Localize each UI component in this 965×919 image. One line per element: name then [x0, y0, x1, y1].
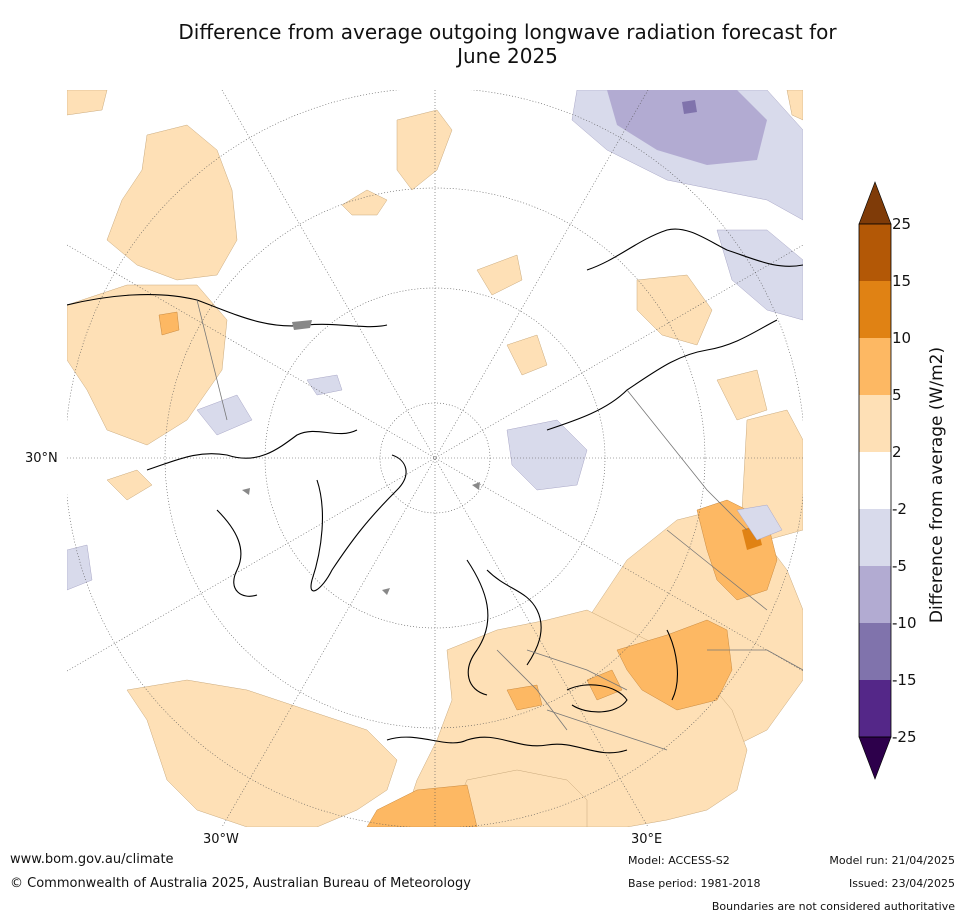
region-north-africa	[446, 769, 588, 827]
anomaly-dark-purple-regions	[682, 100, 697, 114]
region-siberia-1	[476, 254, 523, 296]
graticule	[67, 90, 803, 827]
colorbar-tick-5: -2	[892, 500, 907, 518]
coast-scandinavia	[486, 569, 542, 666]
title-line-2: June 2025	[457, 44, 558, 68]
boundary-europe-2	[526, 649, 628, 691]
lat-label-30n: 30°N	[25, 451, 58, 466]
region-east-asia	[636, 274, 713, 346]
colorbar-segment-m15-m10	[859, 623, 891, 680]
political-boundaries	[196, 299, 803, 751]
colorbar-tick-3: 5	[892, 386, 902, 404]
region-orange-black-sea	[586, 669, 623, 701]
coast-canada-north	[146, 429, 358, 471]
region-purple-north-pacific	[607, 90, 767, 165]
anomaly-medium-purple-regions	[607, 90, 767, 165]
region-lilac-asia	[736, 504, 783, 541]
colorbar-tick-6: -5	[892, 557, 907, 575]
anomaly-light-orange-regions	[67, 90, 803, 827]
coast-mediterranean	[386, 736, 628, 754]
colorbar-tick-7: -10	[892, 614, 917, 632]
region-atlantic-south	[126, 679, 398, 827]
coast-alaska-canada	[67, 294, 388, 328]
region-lilac-east-asia-1	[716, 229, 803, 321]
colorbar-bottom-arrow	[858, 736, 892, 780]
colorbar-tick-4: 2	[892, 443, 902, 461]
region-orange-sahara	[366, 784, 478, 827]
coast-caspian	[666, 629, 678, 701]
region-north-pacific-west	[67, 90, 108, 116]
map-title: Difference from average outgoing longwav…	[90, 20, 925, 68]
colorbar-outline	[858, 223, 892, 738]
colorbar-tick-2: 10	[892, 329, 912, 347]
colorbar-segment-15-25	[859, 224, 891, 281]
ice-patch-3	[472, 482, 480, 490]
region-north-america-west	[67, 284, 228, 446]
colorbar-segment-m10-m5	[859, 566, 891, 623]
region-lilac-arctic-siberia	[506, 419, 588, 491]
region-dark-purple-spot	[682, 100, 697, 114]
colorbar-svg	[858, 181, 892, 780]
boundary-asia-1	[626, 389, 748, 531]
region-siberia-2	[506, 334, 548, 376]
lon-label-30e: 30°E	[631, 832, 663, 847]
boundary-europe-1	[496, 649, 568, 731]
model-run-text: Model run: 21/04/2025	[829, 854, 955, 867]
colorbar-segment-2-5	[859, 395, 891, 452]
coast-greenland	[310, 454, 407, 592]
disclaimer-text: Boundaries are not considered authoritat…	[711, 900, 955, 913]
coast-black-sea	[566, 684, 628, 713]
region-lilac-west	[67, 544, 93, 591]
boundary-asia-2	[666, 529, 768, 611]
region-pacific-east	[716, 369, 768, 421]
region-canada-small	[106, 469, 153, 501]
boundary-canada-alaska	[196, 299, 228, 421]
boundary-europe-3	[546, 709, 668, 751]
coast-siberia	[546, 319, 778, 431]
region-arctic-ocean-2	[341, 189, 388, 216]
colorbar-tick-1: 15	[892, 272, 912, 290]
coast-europe-north	[466, 559, 489, 696]
region-north-pacific-alaska	[106, 124, 238, 281]
colorbar-tick-9: -25	[892, 728, 917, 746]
region-lilac-canada-2	[306, 374, 343, 396]
colorbar-segment-m5-m2	[859, 509, 891, 566]
region-japan-area	[786, 90, 803, 121]
boundary-asia-3	[707, 649, 803, 671]
colorbar-segment-m25-m15	[859, 680, 891, 737]
website-link[interactable]: www.bom.gov.au/climate	[10, 852, 174, 867]
coast-hudson	[216, 509, 258, 597]
coastlines	[67, 228, 803, 754]
region-arctic-ocean-1	[396, 109, 453, 191]
region-lilac-canada-1	[196, 394, 253, 436]
ice-patch-4	[382, 588, 390, 595]
region-orange-caspian	[616, 619, 733, 711]
region-orange-alaska-patch	[158, 311, 180, 336]
title-line-1: Difference from average outgoing longwav…	[178, 20, 837, 44]
colorbar-segment-5-10	[859, 338, 891, 395]
region-orange-balkans	[506, 684, 543, 711]
ice-patches	[242, 320, 480, 595]
polar-map	[67, 90, 803, 827]
polar-map-svg	[67, 90, 803, 827]
colorbar	[855, 180, 965, 790]
colorbar-tick-0: 25	[892, 215, 912, 233]
colorbar-tick-8: -15	[892, 671, 917, 689]
model-text: Model: ACCESS-S2	[628, 854, 730, 867]
ice-patch-1	[292, 320, 312, 330]
lon-label-30w: 30°W	[203, 832, 239, 847]
colorbar-segment-10-15	[859, 281, 891, 338]
base-period-text: Base period: 1981-2018	[628, 877, 761, 890]
ice-patch-2	[242, 488, 250, 495]
coast-east-asia	[586, 228, 803, 271]
colorbar-title: Difference from average (W/m2)	[927, 346, 947, 624]
colorbar-top-arrow	[858, 181, 892, 225]
colorbar-segment-neutral	[859, 452, 891, 509]
issued-text: Issued: 23/04/2025	[848, 877, 955, 890]
copyright-text: © Commonwealth of Australia 2025, Austra…	[10, 876, 471, 891]
